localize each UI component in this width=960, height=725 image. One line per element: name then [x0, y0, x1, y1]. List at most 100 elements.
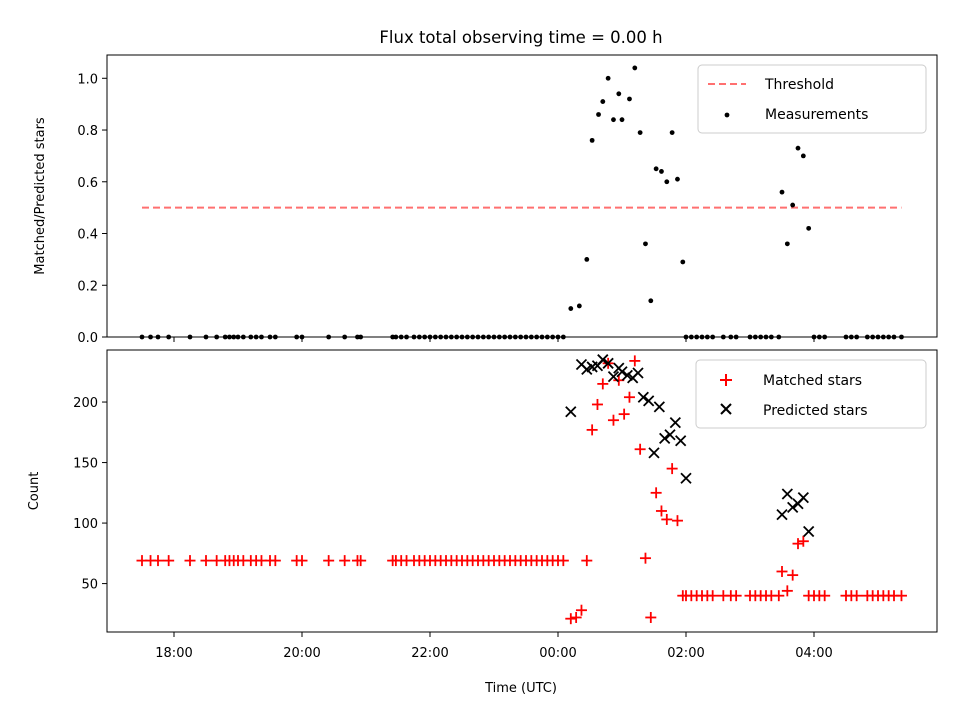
predicted-star-point: [607, 370, 620, 383]
matched-star-point: [639, 552, 651, 564]
top-y-axis-label: Matched/Predicted stars: [33, 117, 48, 275]
matched-star-point: [792, 538, 804, 550]
matched-star-point: [586, 424, 598, 436]
measurement-point: [653, 166, 659, 172]
matched-star-point: [671, 515, 683, 527]
measurement-point: [596, 112, 601, 117]
measurement-point: [800, 153, 806, 159]
predicted-star-point: [659, 432, 671, 444]
matched-star-point: [607, 414, 619, 426]
matched-star-point: [152, 555, 164, 567]
measurement-point: [784, 241, 790, 247]
top-legend: Threshold Measurements: [697, 64, 927, 134]
matched-stars-points: [136, 355, 907, 625]
top-y-tick-label: 0.6: [77, 176, 98, 191]
matched-star-point: [707, 590, 719, 602]
measurement-point: [600, 99, 606, 104]
matched-star-point: [200, 555, 212, 567]
matched-star-point: [661, 513, 673, 525]
bottom-y-tick-label: 50: [81, 578, 98, 593]
matched-star-point: [184, 555, 196, 567]
matched-star-point: [163, 555, 175, 567]
measurement-point: [637, 130, 643, 136]
matched-star-point: [355, 555, 367, 567]
matched-star-point: [618, 408, 630, 420]
matched-star-point: [581, 555, 593, 567]
measurement-point: [627, 96, 632, 102]
matched-star-point: [851, 590, 863, 602]
matched-star-point: [655, 505, 667, 517]
predicted-star-point: [632, 367, 644, 379]
matched-star-point: [797, 535, 809, 547]
predicted-stars-points: [565, 354, 815, 538]
top-y-tick-label: 0.4: [77, 228, 98, 243]
matched-star-point: [895, 590, 907, 602]
measurement-point: [589, 137, 595, 143]
matched-star-point: [634, 443, 646, 455]
matched-star-point: [730, 590, 742, 602]
measurement-point: [605, 75, 611, 81]
predicted-star-point: [616, 366, 628, 378]
predicted-star-point: [664, 429, 676, 441]
measurement-point: [584, 256, 590, 262]
top-plot-frame: [106, 54, 938, 338]
matched-star-point: [591, 398, 603, 410]
predicted-star-point: [776, 508, 788, 521]
predicted-star-point: [637, 391, 649, 403]
bottom-panel: 50 100 150 200 18:00 20:00 22:00 00:00 02:00 04:…: [27, 349, 938, 696]
bottom-y-tick-label: 200: [73, 396, 98, 411]
legend-predicted-swatch: [720, 403, 732, 415]
top-y-ticks: 0.0 0.2 0.4 0.6 0.8 1.0: [77, 72, 107, 346]
matched-star-point: [629, 355, 641, 367]
chart-title: Flux total observing time = 0.00 h: [379, 28, 662, 47]
matched-star-point: [776, 565, 788, 577]
predicted-star-point: [643, 395, 655, 407]
matched-star-point: [269, 555, 281, 567]
bottom-x-ticks: 18:00 20:00 22:00 00:00 02:00 04:00: [155, 632, 833, 661]
predicted-star-point: [669, 416, 681, 429]
predicted-star-point: [803, 525, 815, 538]
matched-star-point: [557, 555, 569, 567]
top-y-tick-label: 0.2: [77, 279, 98, 294]
predicted-star-point: [787, 501, 799, 513]
predicted-star-point: [797, 492, 809, 504]
predicted-star-point: [565, 406, 577, 418]
bottom-y-tick-label: 150: [73, 457, 98, 472]
x-tick-label: 22:00: [411, 646, 448, 661]
bottom-legend-box: [695, 359, 927, 429]
top-y-tick-label: 0.0: [77, 331, 98, 346]
predicted-star-point: [675, 435, 687, 447]
measurement-point: [632, 65, 638, 71]
predicted-star-point: [648, 447, 660, 459]
top-panel: 0.0 0.2 0.4 0.6 0.8 1.0 Matched/Predicted sta…: [33, 54, 938, 346]
measurement-point: [664, 179, 670, 185]
x-tick-label: 00:00: [539, 646, 576, 661]
measurement-point: [643, 241, 648, 247]
legend-predicted-label: Predicted stars: [763, 403, 868, 419]
top-legend-box: [697, 64, 927, 134]
measurement-point: [795, 145, 801, 151]
bottom-y-axis-label: Count: [27, 472, 42, 511]
predicted-star-point: [597, 354, 609, 366]
legend-matched-label: Matched stars: [763, 373, 862, 389]
matched-star-point: [296, 555, 308, 567]
top-y-tick-label: 1.0: [77, 72, 98, 87]
measurement-point: [659, 169, 664, 174]
bottom-y-ticks: 50 100 150 200: [73, 396, 107, 593]
matched-star-point: [773, 590, 785, 602]
predicted-star-point: [680, 472, 692, 484]
measurement-point: [779, 189, 785, 195]
x-axis-label: Time (UTC): [484, 681, 557, 696]
legend-matched-swatch: [720, 374, 732, 386]
x-tick-label: 18:00: [155, 646, 192, 661]
predicted-star-point: [653, 401, 665, 413]
measurement-point: [648, 298, 654, 304]
bottom-y-tick-label: 100: [73, 517, 98, 532]
legend-threshold-label: Threshold: [764, 77, 834, 93]
measurement-point: [619, 117, 625, 123]
measurement-point: [576, 303, 582, 309]
matched-star-point: [575, 604, 587, 616]
matched-star-point: [819, 590, 831, 602]
